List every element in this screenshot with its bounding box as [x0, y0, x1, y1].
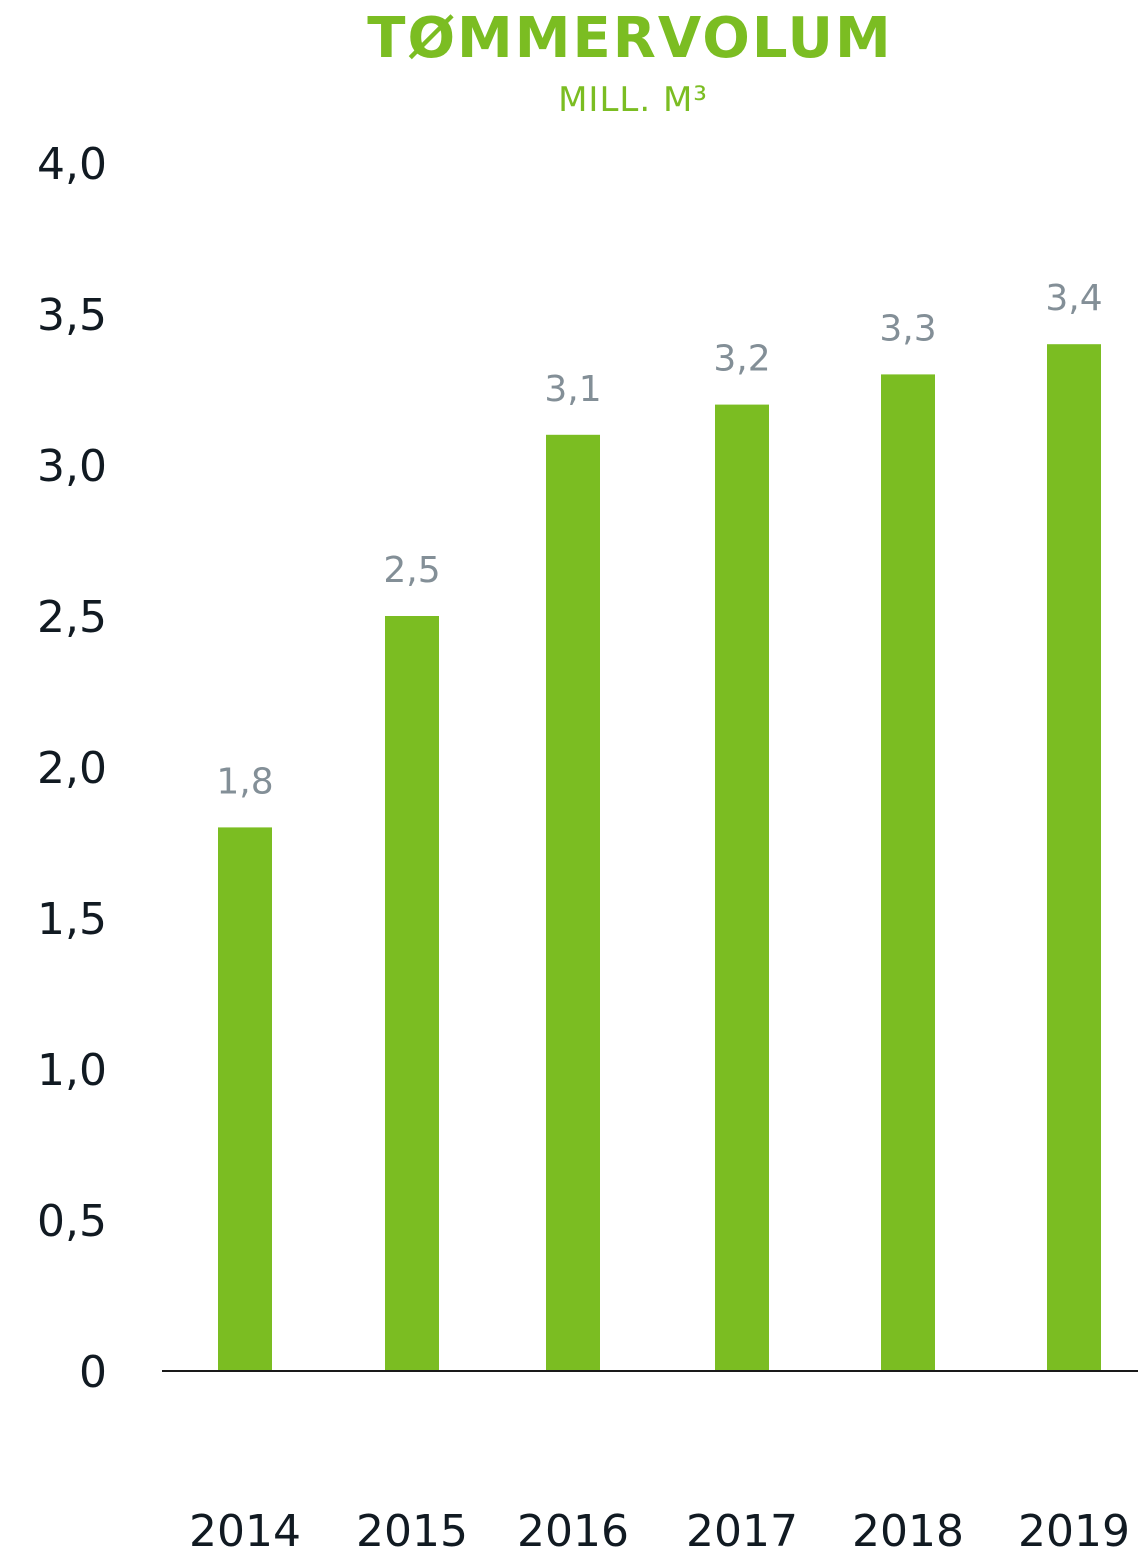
chart-title: TØMMERVOLUM [367, 6, 893, 71]
data-label: 3,3 [879, 308, 936, 349]
x-axis-labels: 2014 2015 2016 2017 2018 2019 [189, 1506, 1130, 1557]
y-tick-label: 3,5 [37, 290, 107, 341]
y-tick-label: 2,0 [37, 743, 107, 794]
x-tick-label: 2016 [517, 1506, 629, 1557]
x-tick-label: 2015 [356, 1506, 468, 1557]
y-tick-label: 1,5 [37, 894, 107, 945]
y-tick-label: 1,0 [37, 1045, 107, 1096]
x-tick-label: 2017 [686, 1506, 798, 1557]
bar [715, 404, 769, 1372]
data-label: 1,8 [216, 761, 273, 802]
x-tick-label: 2018 [852, 1506, 964, 1557]
bar [881, 374, 935, 1371]
y-axis-ticks: 0 0,5 1,0 1,5 2,0 2,5 3,0 3,5 4,0 [37, 139, 107, 1398]
x-tick-label: 2019 [1018, 1506, 1130, 1557]
data-label: 3,2 [713, 339, 770, 380]
data-labels: 1,8 2,5 3,1 3,2 3,3 3,4 [216, 278, 1102, 802]
data-label: 2,5 [383, 550, 440, 591]
y-tick-label: 0 [79, 1347, 107, 1398]
y-tick-label: 3,0 [37, 441, 107, 492]
data-label: 3,4 [1045, 278, 1102, 319]
bar [385, 616, 439, 1371]
data-label: 3,1 [544, 369, 601, 410]
bar [218, 827, 272, 1371]
y-tick-label: 0,5 [37, 1196, 107, 1247]
y-tick-label: 4,0 [37, 139, 107, 190]
chart-subtitle: MILL. M³ [558, 80, 708, 120]
x-tick-label: 2014 [189, 1506, 301, 1557]
bar [546, 434, 600, 1371]
bars [218, 344, 1101, 1372]
bar [1047, 344, 1101, 1372]
y-tick-label: 2,5 [37, 592, 107, 643]
